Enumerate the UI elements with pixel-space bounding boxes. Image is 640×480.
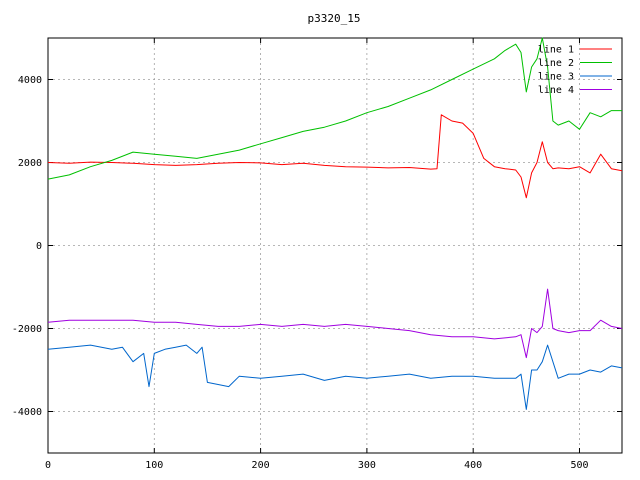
x-tick-label: 500 — [570, 460, 588, 471]
y-tick-label: 4000 — [18, 75, 42, 86]
axes: 0 100 200 300 400 500 -4000 -2000 0 2000 4000 — [12, 37, 623, 471]
legend: line 1 line 2 line 3 line 4 — [538, 45, 612, 96]
x-tick-label: 400 — [464, 460, 482, 471]
legend-label-4: line 4 — [538, 85, 574, 96]
chart-title: p3320_15 — [308, 12, 361, 25]
series-group — [47, 37, 623, 410]
grid — [48, 38, 622, 453]
series-line-4 — [47, 288, 623, 359]
series-line-1 — [47, 114, 623, 199]
y-tick-label: -2000 — [12, 324, 42, 335]
legend-label-3: line 3 — [538, 72, 574, 83]
x-tick-label: 200 — [252, 460, 270, 471]
legend-label-2: line 2 — [538, 58, 574, 69]
series-line-3 — [47, 344, 623, 410]
y-tick-label: -4000 — [12, 407, 42, 418]
series-line-2 — [47, 37, 622, 180]
y-tick-label: 0 — [36, 241, 42, 252]
legend-label-1: line 1 — [538, 45, 574, 56]
y-tick-label: 2000 — [18, 158, 42, 169]
x-tick-label: 100 — [145, 460, 163, 471]
x-tick-label: 300 — [358, 460, 376, 471]
x-tick-label: 0 — [45, 460, 51, 471]
